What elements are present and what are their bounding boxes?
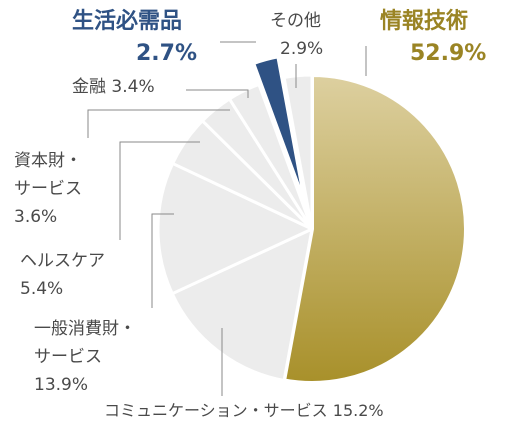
leader-lines [87,41,367,396]
pie-slice-1 [170,227,314,382]
label-capital-line1: 資本財・ [14,151,82,171]
leader-health [119,141,200,240]
label-other-value: 2.9% [280,39,323,59]
label-consumer-line2: サービス [34,347,102,367]
pie-slice-7 [282,73,314,231]
label-comm: コミュニケーション・サービス 15.2% [104,401,384,420]
label-staples-name: 生活必需品 [72,8,182,34]
slice-labels: 情報技術 52.9% 生活必需品 2.7% その他 2.9% 金融 3.4% 資… [14,8,486,420]
leader-consumer [151,213,174,308]
label-it-value: 52.9% [410,41,486,66]
label-capital-line3: 3.6% [14,207,57,227]
label-health-line1: ヘルスケア [20,251,105,271]
label-health-line2: 5.4% [20,279,63,299]
label-staples-value: 2.7% [136,41,197,66]
label-it-name: 情報技術 [380,8,468,34]
pie-slice-2 [156,161,314,296]
label-other-name: その他 [270,11,321,31]
leader-finance [186,89,249,98]
pie-slice-6 [251,54,309,210]
label-consumer-line1: 一般消費財・ [34,319,136,339]
pie-slice-0 [282,73,468,385]
label-consumer-line3: 13.9% [34,375,88,395]
leader-capital [87,109,230,138]
pie-slices [156,54,468,385]
label-finance: 金融 3.4% [72,77,155,97]
label-capital-line2: サービス [14,179,82,199]
